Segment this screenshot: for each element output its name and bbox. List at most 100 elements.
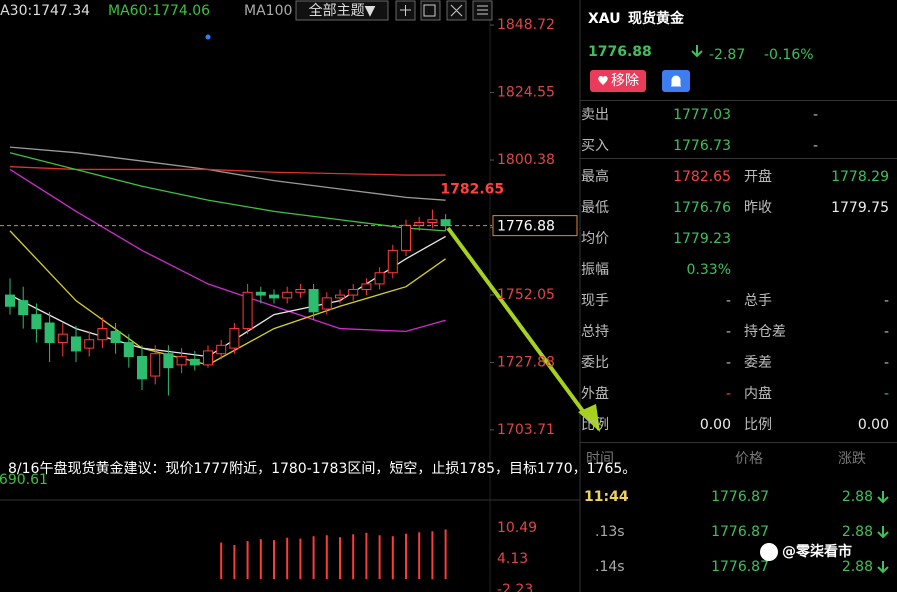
trade-header: 时间 xyxy=(586,451,614,467)
y-tick-label: 10.49 xyxy=(497,520,537,536)
watermark: @零柒看市 xyxy=(782,543,852,560)
trade-time: .14s xyxy=(595,559,625,575)
candle-body xyxy=(242,291,253,330)
theme-button[interactable] xyxy=(295,0,389,21)
field-label: 总手 xyxy=(744,293,772,309)
field-label: 振幅 xyxy=(581,262,609,278)
field-value: 1779.75 xyxy=(831,200,889,216)
candle-body xyxy=(387,249,398,274)
trade-change: 2.88 xyxy=(842,524,873,540)
price-change: -2.87 xyxy=(709,47,745,63)
candle-body xyxy=(57,333,68,344)
candle-body xyxy=(189,358,200,366)
moving-average-line xyxy=(9,168,446,333)
moving-average-line xyxy=(9,146,446,201)
y-tick-label: 1703.71 xyxy=(497,422,555,438)
y-tick-label: 4.13 xyxy=(497,551,528,567)
toolbar: 全部主题▼ xyxy=(295,0,493,21)
field-label: 卖出 xyxy=(581,107,609,123)
candle-body xyxy=(18,300,29,316)
candle-body xyxy=(110,330,121,344)
candle-body xyxy=(44,322,55,344)
candle-body xyxy=(163,353,174,369)
arrow-line xyxy=(446,226,590,420)
down-arrow xyxy=(877,561,889,574)
remove-button[interactable] xyxy=(590,70,646,92)
trade-header: 涨跌 xyxy=(838,451,866,467)
bell-icon xyxy=(671,75,681,87)
price-change-pct: -0.16% xyxy=(764,47,814,63)
legend-entry: MA30:1747.34 xyxy=(0,3,90,19)
y-tick-label: 1752.05 xyxy=(497,287,555,303)
trade-change: 2.88 xyxy=(842,489,873,505)
field-value: - xyxy=(884,386,889,402)
y-tick-label: 1824.55 xyxy=(497,85,555,101)
marker-dot xyxy=(205,34,211,40)
candle-body xyxy=(308,289,319,313)
candle-body xyxy=(84,339,95,349)
field-value: - xyxy=(884,355,889,371)
candle-body xyxy=(361,283,372,291)
remove-button-label: 移除 xyxy=(611,73,639,89)
sub-panel-label: 1690.61 xyxy=(0,472,48,488)
trade-price: 1776.87 xyxy=(711,489,769,505)
field-value: - xyxy=(726,355,731,371)
theme-button-label: 全部主题▼ xyxy=(309,2,376,19)
current-price-label: 1776.88 xyxy=(497,219,555,235)
trade-time: .13s xyxy=(595,524,625,540)
candle-body xyxy=(150,353,161,377)
heart-icon xyxy=(598,75,608,85)
row-separator xyxy=(580,100,897,101)
down-arrow xyxy=(877,491,889,504)
candle-body xyxy=(427,219,438,224)
annotation: 8/16午盘现货黄金建议：现价1777附近，1780-1783区间，短空，止损1… xyxy=(8,460,636,477)
down-arrow xyxy=(691,45,703,58)
candle-body xyxy=(123,342,134,358)
field-value: 1776.73 xyxy=(673,138,731,154)
candle-body xyxy=(321,297,332,310)
symbol: XAU xyxy=(588,11,621,27)
field-value: 0.33% xyxy=(687,262,731,278)
field-label: 内盘 xyxy=(744,385,772,402)
candle-body xyxy=(282,291,293,299)
trade-price: 1776.87 xyxy=(711,524,769,540)
field-value: 1778.29 xyxy=(831,169,889,185)
y-tick-label: 1800.38 xyxy=(497,152,555,168)
legend-entry: MA60:1774.06 xyxy=(108,3,210,19)
field-value: 1777.03 xyxy=(673,107,731,123)
candle-body xyxy=(71,336,81,352)
field-value: - xyxy=(726,293,731,309)
field-label: 比例 xyxy=(744,417,772,433)
y-tick-label: -2.23 xyxy=(497,582,533,592)
instrument-name: 现货黄金 xyxy=(628,10,685,27)
row-separator xyxy=(580,442,897,443)
field-label: 昨收 xyxy=(744,200,772,216)
icon-glyphs xyxy=(400,4,488,17)
current-price-box xyxy=(492,215,578,237)
trade-header: 价格 xyxy=(735,451,763,467)
arrow-head xyxy=(578,404,600,432)
field-value: - xyxy=(813,138,818,154)
candle-body xyxy=(5,294,15,307)
field-value: - xyxy=(884,324,889,340)
row-separator xyxy=(580,158,897,159)
moving-average-line xyxy=(9,166,446,176)
candle-body xyxy=(295,289,306,293)
field-label: 比例 xyxy=(581,417,609,433)
field-value: 1782.65 xyxy=(673,169,731,185)
watermark-logo xyxy=(760,543,778,561)
field-label: 最低 xyxy=(581,200,609,216)
candle-body xyxy=(216,344,227,355)
candle-body xyxy=(269,294,279,299)
trade-price: 1776.87 xyxy=(711,559,769,575)
candle-body xyxy=(348,289,359,296)
field-value: - xyxy=(726,386,731,402)
candle-body xyxy=(229,328,240,349)
field-label: 开盘 xyxy=(744,168,772,185)
field-label: 外盘 xyxy=(581,385,609,402)
candle-body xyxy=(137,356,147,380)
field-label: 现手 xyxy=(581,293,609,309)
y-tick-label: 1727.88 xyxy=(497,354,555,370)
